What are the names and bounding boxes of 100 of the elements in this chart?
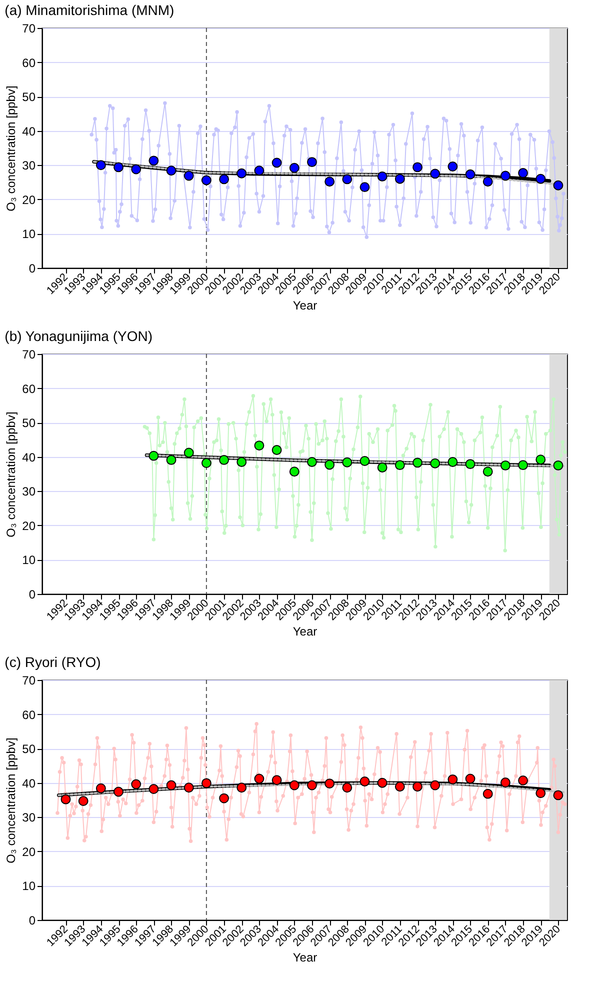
y-tick-label: 30 — [22, 484, 36, 499]
point — [482, 788, 493, 799]
chart-title: (b) Yonagunijima (YON) — [4, 328, 153, 344]
point — [307, 780, 317, 790]
point — [360, 182, 370, 192]
point — [96, 783, 106, 794]
point — [394, 782, 405, 792]
point — [236, 782, 247, 793]
point — [342, 457, 352, 468]
point — [342, 174, 352, 184]
y-tick-label: 20 — [22, 518, 36, 533]
point — [114, 786, 124, 797]
y-tick-label: 50 — [22, 742, 36, 756]
point — [465, 774, 476, 784]
y-tick-label: 70 — [22, 674, 36, 688]
point — [448, 774, 458, 784]
point — [148, 450, 159, 461]
point — [184, 782, 194, 793]
point — [148, 156, 159, 166]
y-tick-label: 20 — [22, 192, 36, 207]
point — [536, 454, 546, 465]
point — [60, 794, 71, 804]
point — [430, 780, 440, 790]
y-tick-label: 40 — [22, 124, 36, 138]
point — [500, 778, 510, 788]
point — [219, 174, 230, 184]
point — [289, 466, 300, 477]
point — [272, 775, 282, 786]
y-tick-label: 10 — [22, 553, 36, 568]
point — [166, 780, 176, 790]
point — [307, 457, 317, 467]
point — [324, 460, 335, 470]
x-axis-title: Year — [292, 624, 318, 638]
point — [430, 168, 440, 179]
point — [536, 174, 546, 184]
point — [377, 171, 388, 182]
y-tick-label: 40 — [22, 776, 36, 790]
point — [201, 778, 212, 788]
point — [465, 169, 476, 180]
point — [465, 459, 476, 470]
y-tick-label: 0 — [28, 262, 36, 276]
point — [131, 164, 142, 174]
point — [412, 162, 422, 172]
point — [166, 166, 176, 176]
y-tick-label: 30 — [22, 810, 36, 825]
point — [201, 458, 212, 468]
y-tick-label: 70 — [22, 348, 36, 362]
point — [184, 170, 194, 181]
y-axis-title: O₃ concentration [ppbv] — [4, 412, 18, 538]
point — [254, 166, 264, 176]
y-tick-label: 60 — [22, 708, 36, 722]
point — [236, 168, 247, 178]
point — [377, 778, 388, 788]
point — [272, 158, 282, 168]
point — [553, 790, 564, 800]
point — [324, 176, 335, 187]
point — [360, 776, 370, 786]
point — [289, 780, 300, 790]
point — [254, 774, 264, 784]
chart-title: (c) Ryori (RYO) — [4, 654, 101, 670]
point — [412, 782, 422, 792]
point — [448, 457, 458, 467]
point — [96, 160, 106, 170]
y-tick-label: 70 — [22, 22, 36, 36]
y-tick-label: 10 — [22, 879, 36, 894]
point — [448, 162, 458, 172]
point — [518, 775, 528, 786]
point — [114, 162, 124, 172]
point — [518, 460, 528, 470]
point — [289, 162, 300, 173]
point — [219, 454, 230, 465]
y-tick-label: 50 — [22, 90, 36, 104]
point — [201, 175, 212, 186]
point — [254, 440, 264, 451]
point — [131, 779, 142, 790]
y-tick-label: 40 — [22, 450, 36, 464]
point — [307, 157, 317, 168]
y-tick-label: 0 — [28, 914, 36, 928]
y-tick-label: 20 — [22, 844, 36, 859]
point — [236, 457, 247, 467]
y-tick-label: 60 — [22, 382, 36, 396]
y-tick-label: 0 — [28, 588, 36, 602]
point — [166, 454, 176, 465]
y-tick-label: 30 — [22, 158, 36, 173]
y-axis-title: O₃ concentration [ppbv] — [4, 86, 18, 212]
y-tick-label: 10 — [22, 227, 36, 242]
x-axis-title: Year — [292, 950, 318, 964]
point — [148, 784, 159, 794]
point — [482, 176, 493, 187]
point — [377, 462, 388, 472]
point — [536, 788, 546, 798]
point — [482, 466, 493, 477]
point — [219, 793, 230, 804]
y-tick-label: 60 — [22, 56, 36, 70]
point — [184, 448, 194, 458]
x-axis-title: Year — [292, 298, 318, 312]
y-axis-title: O₃ concentration [ppbv] — [4, 738, 18, 864]
point — [78, 796, 88, 806]
point — [500, 170, 510, 181]
point — [412, 458, 422, 468]
